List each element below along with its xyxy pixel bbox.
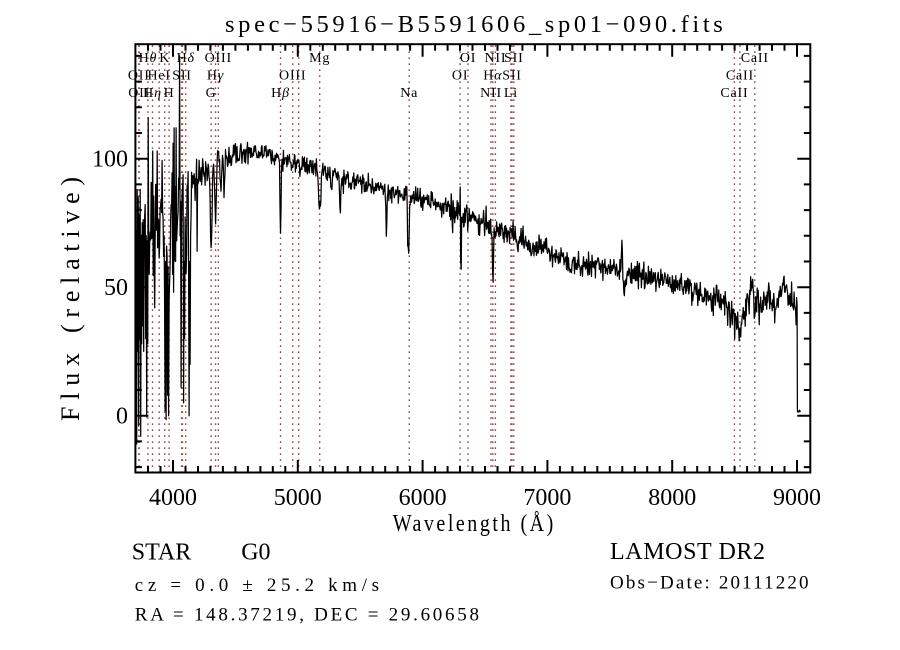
svg-text:50: 50 [104, 275, 128, 301]
svg-text:Mg: Mg [309, 51, 330, 66]
svg-text:CaII: CaII [726, 69, 754, 84]
svg-text:Hη: Hη [143, 86, 162, 101]
svg-text:SII: SII [172, 69, 192, 84]
svg-text:OI: OI [452, 69, 468, 84]
svg-text:Na: Na [400, 86, 418, 101]
svg-text:9000: 9000 [773, 485, 821, 511]
svg-text:0: 0 [116, 404, 128, 430]
svg-text:spec−55916−B5591606_sp01−090.f: spec−55916−B5591606_sp01−090.fits [225, 11, 727, 38]
svg-text:Wavelength (Å): Wavelength (Å) [393, 509, 556, 536]
svg-text:OI: OI [460, 51, 476, 66]
svg-text:LAMOST DR2: LAMOST DR2 [610, 539, 766, 565]
svg-text:6000: 6000 [399, 485, 447, 511]
svg-text:CaII: CaII [741, 51, 769, 66]
svg-text:SII: SII [502, 69, 522, 84]
svg-text:STAR: STAR [132, 540, 191, 566]
svg-text:4000: 4000 [149, 485, 197, 511]
svg-text:SII: SII [504, 51, 524, 66]
svg-text:Li: Li [504, 86, 518, 101]
svg-text:OIII: OIII [279, 69, 306, 84]
svg-text:G: G [206, 86, 217, 101]
svg-text:OII: OII [128, 86, 150, 101]
svg-text:7000: 7000 [523, 485, 571, 511]
svg-text:Hδ: Hδ [177, 51, 195, 66]
svg-text:NII: NII [484, 51, 506, 66]
svg-text:5000: 5000 [274, 485, 322, 511]
svg-text:Hβ: Hβ [271, 86, 290, 101]
svg-text:Hα: Hα [483, 69, 502, 84]
svg-text:OIII: OIII [205, 51, 232, 66]
svg-text:H: H [164, 86, 175, 101]
svg-text:Obs−Date: 20111220: Obs−Date: 20111220 [610, 572, 811, 593]
svg-text:G0: G0 [241, 540, 270, 566]
svg-text:OII: OII [128, 69, 150, 84]
svg-text:8000: 8000 [648, 485, 696, 511]
svg-text:Hγ: Hγ [207, 69, 224, 84]
svg-text:100: 100 [92, 147, 128, 173]
svg-text:HeI: HeI [148, 69, 171, 84]
svg-text:Flux (relative): Flux (relative) [56, 170, 85, 421]
svg-text:NII: NII [480, 86, 502, 101]
svg-text:cz = 0.0 ± 25.2 km/s: cz = 0.0 ± 25.2 km/s [135, 575, 384, 596]
svg-text:RA = 148.37219, DEC = 29.6065: RA = 148.37219, DEC = 29.60658 [135, 605, 482, 626]
svg-text:K: K [159, 51, 170, 66]
svg-text:Hθ: Hθ [139, 51, 158, 66]
svg-text:CaII: CaII [720, 86, 748, 101]
